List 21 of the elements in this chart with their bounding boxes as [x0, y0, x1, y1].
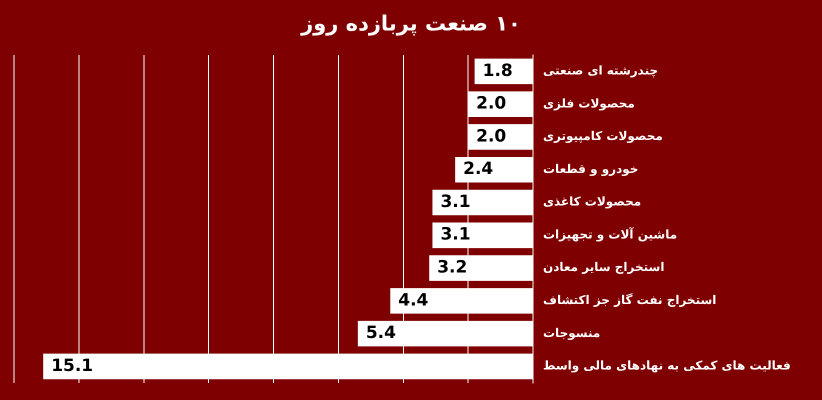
y-tick-label: محصولات فلزی	[543, 96, 635, 110]
data-label: 3.1	[440, 192, 471, 212]
chart-title: ۱۰ صنعت پربازده روز	[300, 11, 521, 36]
y-tick-label: استخراج سایر معادن	[543, 260, 664, 274]
data-label: 2.4	[463, 159, 494, 180]
data-label: 3.2	[437, 257, 468, 278]
data-label: 2.0	[476, 126, 506, 146]
y-tick-label: خودرو و قطعات	[543, 162, 638, 176]
y-tick-label: محصولات کامپیوتری	[543, 129, 663, 144]
data-label: 4.4	[398, 290, 429, 310]
data-label: 15.1	[51, 356, 94, 376]
y-tick-label: منسوجات	[543, 326, 600, 340]
y-tick-label: ماشین آلات و تجهیزات	[543, 226, 678, 242]
data-label: 5.4	[366, 323, 396, 344]
data-label: 2.0	[476, 94, 506, 114]
y-tick-label: محصولات کاغذی	[543, 194, 642, 209]
y-tick-label: استخراج نفت گاز جز اکتشاف	[543, 292, 716, 307]
data-label: 3.1	[440, 224, 471, 245]
data-label: 1.8	[482, 60, 513, 81]
y-tick-label: فعالیت های کمکی به نهادهای مالی واسط	[543, 358, 791, 373]
y-tick-label: چندرشته ای صنعتی	[543, 64, 658, 78]
